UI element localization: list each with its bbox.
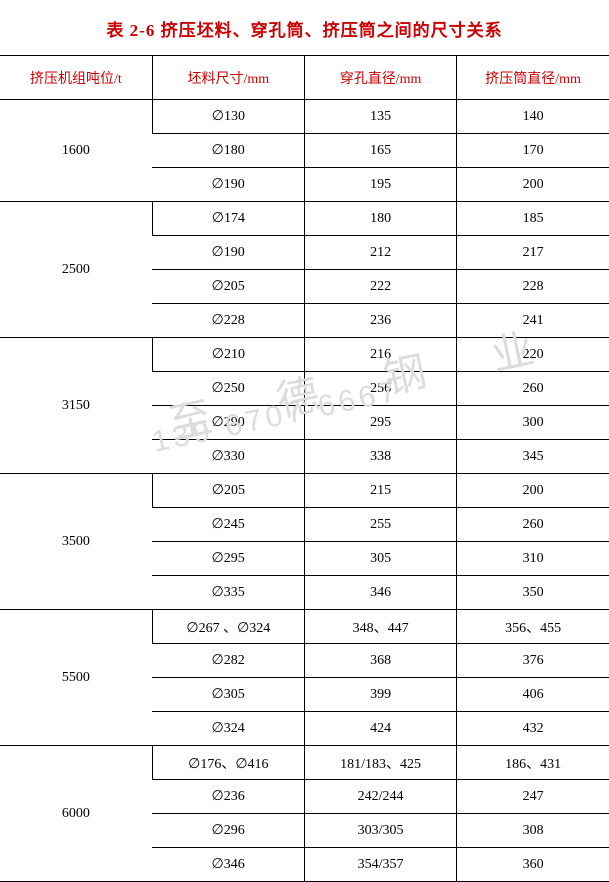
cell-value: 236 bbox=[305, 304, 457, 338]
cell-value: 260 bbox=[457, 372, 609, 406]
cell-tonnage: 5500 bbox=[0, 610, 152, 746]
cell-value: 186、431 bbox=[457, 746, 609, 780]
cell-value: ∅282 bbox=[152, 644, 304, 678]
cell-value: ∅295 bbox=[152, 542, 304, 576]
data-table: 挤压机组吨位/t 坯料尺寸/mm 穿孔直径/mm 挤压筒直径/mm 1600∅1… bbox=[0, 55, 609, 882]
cell-value: 216 bbox=[305, 338, 457, 372]
cell-value: ∅190 bbox=[152, 168, 304, 202]
cell-value: 432 bbox=[457, 712, 609, 746]
cell-value: 399 bbox=[305, 678, 457, 712]
cell-value: 260 bbox=[457, 508, 609, 542]
cell-value: ∅245 bbox=[152, 508, 304, 542]
cell-value: ∅130 bbox=[152, 100, 304, 134]
cell-value: ∅305 bbox=[152, 678, 304, 712]
cell-value: 310 bbox=[457, 542, 609, 576]
cell-value: 247 bbox=[457, 780, 609, 814]
cell-value: 406 bbox=[457, 678, 609, 712]
cell-value: ∅335 bbox=[152, 576, 304, 610]
cell-value: 212 bbox=[305, 236, 457, 270]
cell-value: 217 bbox=[457, 236, 609, 270]
cell-tonnage: 6000 bbox=[0, 746, 152, 882]
cell-value: 181/183、425 bbox=[305, 746, 457, 780]
table-row: 5500∅267 、∅324348、447356、455 bbox=[0, 610, 609, 644]
cell-value: 345 bbox=[457, 440, 609, 474]
cell-value: 376 bbox=[457, 644, 609, 678]
table-row: 1600∅130135140 bbox=[0, 100, 609, 134]
cell-value: 165 bbox=[305, 134, 457, 168]
cell-value: 303/305 bbox=[305, 814, 457, 848]
cell-tonnage: 3500 bbox=[0, 474, 152, 610]
table-row: 6000∅176、∅416181/183、425186、431 bbox=[0, 746, 609, 780]
table-title: 表 2-6 挤压坯料、穿孔筒、挤压筒之间的尺寸关系 bbox=[0, 0, 609, 55]
cell-tonnage: 1600 bbox=[0, 100, 152, 202]
cell-value: ∅205 bbox=[152, 474, 304, 508]
page-container: 表 2-6 挤压坯料、穿孔筒、挤压筒之间的尺寸关系 至 德 钢 业 139 67… bbox=[0, 0, 609, 882]
cell-value: 308 bbox=[457, 814, 609, 848]
header-cell-tonnage: 挤压机组吨位/t bbox=[0, 56, 152, 100]
cell-value: 241 bbox=[457, 304, 609, 338]
cell-value: 256 bbox=[305, 372, 457, 406]
cell-value: 350 bbox=[457, 576, 609, 610]
cell-value: 348、447 bbox=[305, 610, 457, 644]
cell-value: ∅236 bbox=[152, 780, 304, 814]
cell-value: 360 bbox=[457, 848, 609, 882]
cell-value: 305 bbox=[305, 542, 457, 576]
cell-value: ∅205 bbox=[152, 270, 304, 304]
cell-value: 300 bbox=[457, 406, 609, 440]
header-cell-blank-size: 坯料尺寸/mm bbox=[152, 56, 304, 100]
cell-value: 140 bbox=[457, 100, 609, 134]
cell-value: 195 bbox=[305, 168, 457, 202]
cell-value: 368 bbox=[305, 644, 457, 678]
cell-value: 338 bbox=[305, 440, 457, 474]
cell-value: ∅330 bbox=[152, 440, 304, 474]
table-head: 挤压机组吨位/t 坯料尺寸/mm 穿孔直径/mm 挤压筒直径/mm bbox=[0, 56, 609, 100]
cell-value: 200 bbox=[457, 168, 609, 202]
cell-tonnage: 3150 bbox=[0, 338, 152, 474]
cell-value: ∅296 bbox=[152, 814, 304, 848]
cell-tonnage: 2500 bbox=[0, 202, 152, 338]
cell-value: ∅250 bbox=[152, 372, 304, 406]
cell-value: 220 bbox=[457, 338, 609, 372]
cell-value: 222 bbox=[305, 270, 457, 304]
header-row: 挤压机组吨位/t 坯料尺寸/mm 穿孔直径/mm 挤压筒直径/mm bbox=[0, 56, 609, 100]
cell-value: 255 bbox=[305, 508, 457, 542]
cell-value: ∅228 bbox=[152, 304, 304, 338]
cell-value: ∅290 bbox=[152, 406, 304, 440]
cell-value: ∅180 bbox=[152, 134, 304, 168]
cell-value: 356、455 bbox=[457, 610, 609, 644]
cell-value: ∅176、∅416 bbox=[152, 746, 304, 780]
cell-value: 200 bbox=[457, 474, 609, 508]
cell-value: ∅324 bbox=[152, 712, 304, 746]
cell-value: ∅346 bbox=[152, 848, 304, 882]
cell-value: ∅174 bbox=[152, 202, 304, 236]
cell-value: 346 bbox=[305, 576, 457, 610]
cell-value: 180 bbox=[305, 202, 457, 236]
table-body: 1600∅130135140∅180165170∅1901952002500∅1… bbox=[0, 100, 609, 882]
cell-value: 424 bbox=[305, 712, 457, 746]
cell-value: 135 bbox=[305, 100, 457, 134]
cell-value: 242/244 bbox=[305, 780, 457, 814]
table-row: 3500∅205215200 bbox=[0, 474, 609, 508]
table-row: 2500∅174180185 bbox=[0, 202, 609, 236]
header-cell-pierce-dia: 穿孔直径/mm bbox=[305, 56, 457, 100]
header-cell-container-dia: 挤压筒直径/mm bbox=[457, 56, 609, 100]
cell-value: 228 bbox=[457, 270, 609, 304]
cell-value: ∅210 bbox=[152, 338, 304, 372]
cell-value: 354/357 bbox=[305, 848, 457, 882]
table-row: 3150∅210216220 bbox=[0, 338, 609, 372]
cell-value: ∅190 bbox=[152, 236, 304, 270]
cell-value: 185 bbox=[457, 202, 609, 236]
cell-value: 170 bbox=[457, 134, 609, 168]
cell-value: ∅267 、∅324 bbox=[152, 610, 304, 644]
cell-value: 215 bbox=[305, 474, 457, 508]
cell-value: 295 bbox=[305, 406, 457, 440]
